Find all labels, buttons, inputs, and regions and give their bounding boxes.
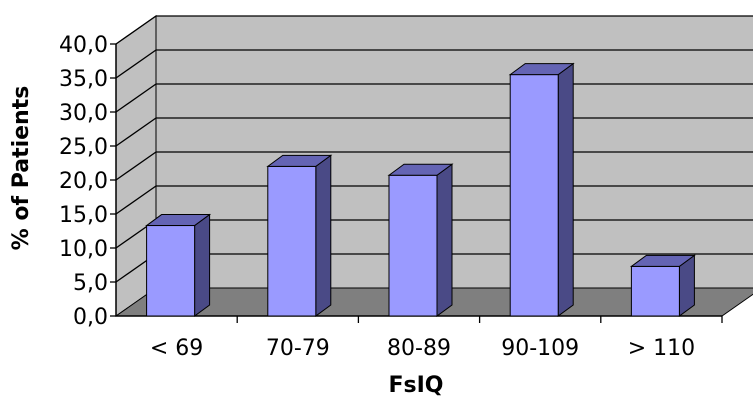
- bar-top: [145, 214, 212, 227]
- x-tick-label: > 110: [628, 336, 695, 361]
- y-tick-label: 30,0: [59, 101, 108, 126]
- bar-front: [388, 174, 438, 317]
- y-tick-label: 40,0: [59, 33, 108, 58]
- x-tick-label: < 69: [150, 336, 203, 361]
- bar-side: [194, 213, 211, 317]
- bar-side: [436, 163, 453, 317]
- bar-front: [509, 74, 559, 317]
- bar: [266, 154, 333, 317]
- bars: [145, 62, 696, 317]
- bar: [145, 213, 212, 317]
- bar-side: [557, 62, 574, 317]
- bar-front: [146, 225, 196, 317]
- bar: [629, 254, 696, 317]
- y-tick-labels: 0,0 5,0 10,0 15,0 20,0 25,0 30,0 35,0 40,0: [59, 33, 108, 330]
- x-tick-label: 70-79: [266, 336, 330, 361]
- bar-top: [629, 254, 696, 267]
- bar: [508, 62, 575, 317]
- x-tick-label: 90-109: [501, 336, 579, 361]
- bar-front: [267, 165, 317, 317]
- bar-top: [508, 63, 575, 76]
- y-tick-label: 15,0: [59, 203, 108, 228]
- y-tick-label: 35,0: [59, 67, 108, 92]
- x-tick-labels: < 69 70-79 80-89 90-109 > 110: [150, 336, 695, 361]
- gridline: [115, 15, 753, 45]
- x-axis-title: FsIQ: [388, 373, 443, 398]
- y-tick-label: 25,0: [59, 135, 108, 160]
- gridline: [115, 49, 753, 79]
- y-tick-label: 0,0: [73, 305, 108, 330]
- bar-side: [315, 154, 332, 317]
- bar: [387, 163, 454, 317]
- y-tick-label: 20,0: [59, 169, 108, 194]
- y-tick-label: 10,0: [59, 237, 108, 262]
- y-axis-title: % of Patients: [9, 86, 34, 251]
- bar-top: [266, 154, 333, 167]
- x-tick-label: 80-89: [387, 336, 451, 361]
- y-tick-label: 5,0: [73, 271, 108, 296]
- bar-top: [387, 163, 454, 176]
- bar-front: [630, 265, 680, 317]
